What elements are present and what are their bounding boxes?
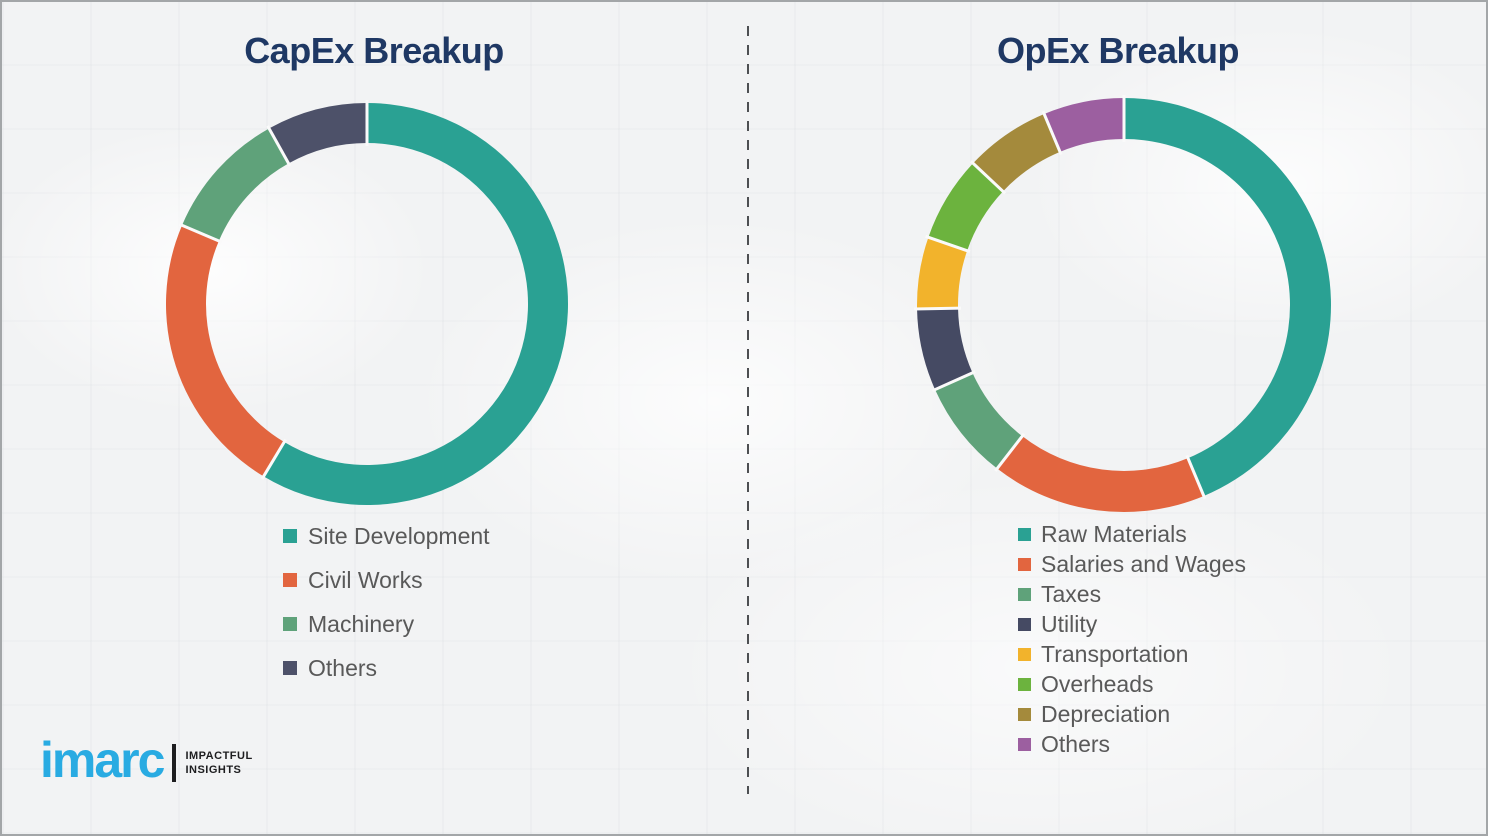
opex-donut-chart bbox=[914, 95, 1331, 512]
donut-segment-others bbox=[269, 103, 367, 164]
capex-legend: Site Development Civil Works Machinery Othe… bbox=[283, 514, 613, 690]
donut-segment-civil-works bbox=[165, 225, 285, 477]
logo-divider-bar bbox=[172, 744, 177, 782]
donut-segment-overheads bbox=[928, 163, 1003, 251]
donut-segment-transportation bbox=[917, 237, 968, 309]
legend-item-civil-works: Civil Works bbox=[283, 558, 613, 602]
legend-item-utility: Utility bbox=[1018, 609, 1358, 639]
legend-marker-civil-works bbox=[283, 573, 297, 587]
segment-gap-line bbox=[266, 125, 292, 167]
imarc-logo-wordmark: imarc bbox=[40, 732, 165, 788]
segment-gap-line bbox=[178, 222, 223, 244]
donut-segment-machinery bbox=[182, 128, 289, 241]
legend-label-machinery: Machinery bbox=[308, 610, 415, 637]
legend-marker-taxes bbox=[1018, 587, 1031, 601]
legend-label-salaries-and-wages: Salaries and Wages bbox=[1041, 550, 1246, 577]
segment-gap-line bbox=[931, 370, 976, 393]
legend-marker-others bbox=[1018, 737, 1031, 751]
legend-label-raw-materials: Raw Materials bbox=[1041, 520, 1187, 547]
legend-label-others: Others bbox=[308, 654, 378, 681]
legend-item-others: Others bbox=[283, 646, 613, 690]
legend-marker-site-development bbox=[283, 529, 297, 543]
logo-tagline-line2: INSIGHTS bbox=[185, 764, 242, 776]
legend-label-utility: Utility bbox=[1041, 610, 1098, 637]
legend-label-overheads: Overheads bbox=[1041, 670, 1154, 697]
donut-segment-depreciation bbox=[973, 114, 1060, 192]
imarc-logo: imarc IMPACTFUL INSIGHTS bbox=[40, 735, 253, 785]
legend-item-depreciation: Depreciation bbox=[1018, 699, 1358, 729]
segment-gap-line bbox=[994, 432, 1026, 472]
segment-gap-line bbox=[1185, 454, 1207, 500]
legend-label-taxes: Taxes bbox=[1041, 580, 1102, 607]
opex-chart-title: OpEx Breakup bbox=[996, 30, 1240, 71]
segment-gap-line bbox=[914, 306, 962, 311]
legend-marker-overheads bbox=[1018, 677, 1031, 691]
donut-segment-raw-materials bbox=[1124, 98, 1331, 496]
legend-item-transportation: Transportation bbox=[1018, 639, 1358, 669]
legend-item-others: Others bbox=[1018, 729, 1358, 759]
segment-gap-line bbox=[925, 234, 971, 254]
logo-tagline-line1: IMPACTFUL bbox=[185, 749, 253, 762]
legend-marker-raw-materials bbox=[1018, 527, 1031, 541]
logo-tagline: IMPACTFUL INSIGHTS bbox=[185, 749, 252, 778]
legend-item-overheads: Overheads bbox=[1018, 669, 1358, 699]
legend-item-taxes: Taxes bbox=[1018, 579, 1358, 609]
opex-legend: Raw Materials Salaries and Wages Taxes Util… bbox=[1018, 519, 1358, 759]
legend-label-civil-works: Civil Works bbox=[308, 566, 423, 593]
legend-item-salaries-and-wages: Salaries and Wages bbox=[1018, 549, 1358, 579]
capex-donut-chart bbox=[165, 100, 569, 505]
capex-chart-title: CapEx Breakup bbox=[244, 30, 504, 71]
legend-item-machinery: Machinery bbox=[283, 602, 613, 646]
donut-segment-others bbox=[1044, 98, 1124, 152]
legend-item-site-development: Site Development bbox=[283, 514, 613, 558]
legend-marker-machinery bbox=[283, 617, 297, 631]
legend-marker-depreciation bbox=[1018, 707, 1031, 721]
segment-gap-line bbox=[1041, 110, 1063, 156]
legend-label-site-development: Site Development bbox=[308, 522, 490, 549]
legend-label-transportation: Transportation bbox=[1041, 640, 1189, 667]
segment-gap-line bbox=[969, 160, 1007, 195]
segment-gap-line bbox=[260, 438, 288, 480]
donut-segment-utility bbox=[917, 308, 973, 390]
legend-label-others: Others bbox=[1041, 730, 1111, 757]
legend-marker-transportation bbox=[1018, 647, 1031, 661]
legend-marker-others bbox=[283, 661, 297, 675]
legend-label-depreciation: Depreciation bbox=[1041, 700, 1171, 727]
donut-segment-site-development bbox=[263, 103, 569, 505]
donut-segment-salaries-and-wages bbox=[997, 436, 1204, 512]
legend-marker-salaries-and-wages bbox=[1018, 557, 1031, 571]
legend-item-raw-materials: Raw Materials bbox=[1018, 519, 1358, 549]
legend-marker-utility bbox=[1018, 617, 1031, 631]
divider-dashed-line bbox=[747, 26, 749, 794]
donut-segment-taxes bbox=[935, 372, 1023, 469]
